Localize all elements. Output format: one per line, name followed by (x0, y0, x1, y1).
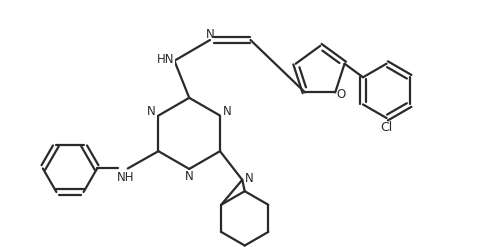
Text: N: N (206, 28, 214, 41)
Text: O: O (336, 88, 346, 101)
Text: N: N (246, 172, 254, 185)
Text: Cl: Cl (380, 122, 393, 134)
Text: NH: NH (117, 171, 135, 184)
Text: N: N (223, 105, 231, 118)
Text: N: N (185, 170, 194, 183)
Text: N: N (147, 105, 156, 118)
Text: HN: HN (157, 53, 174, 66)
